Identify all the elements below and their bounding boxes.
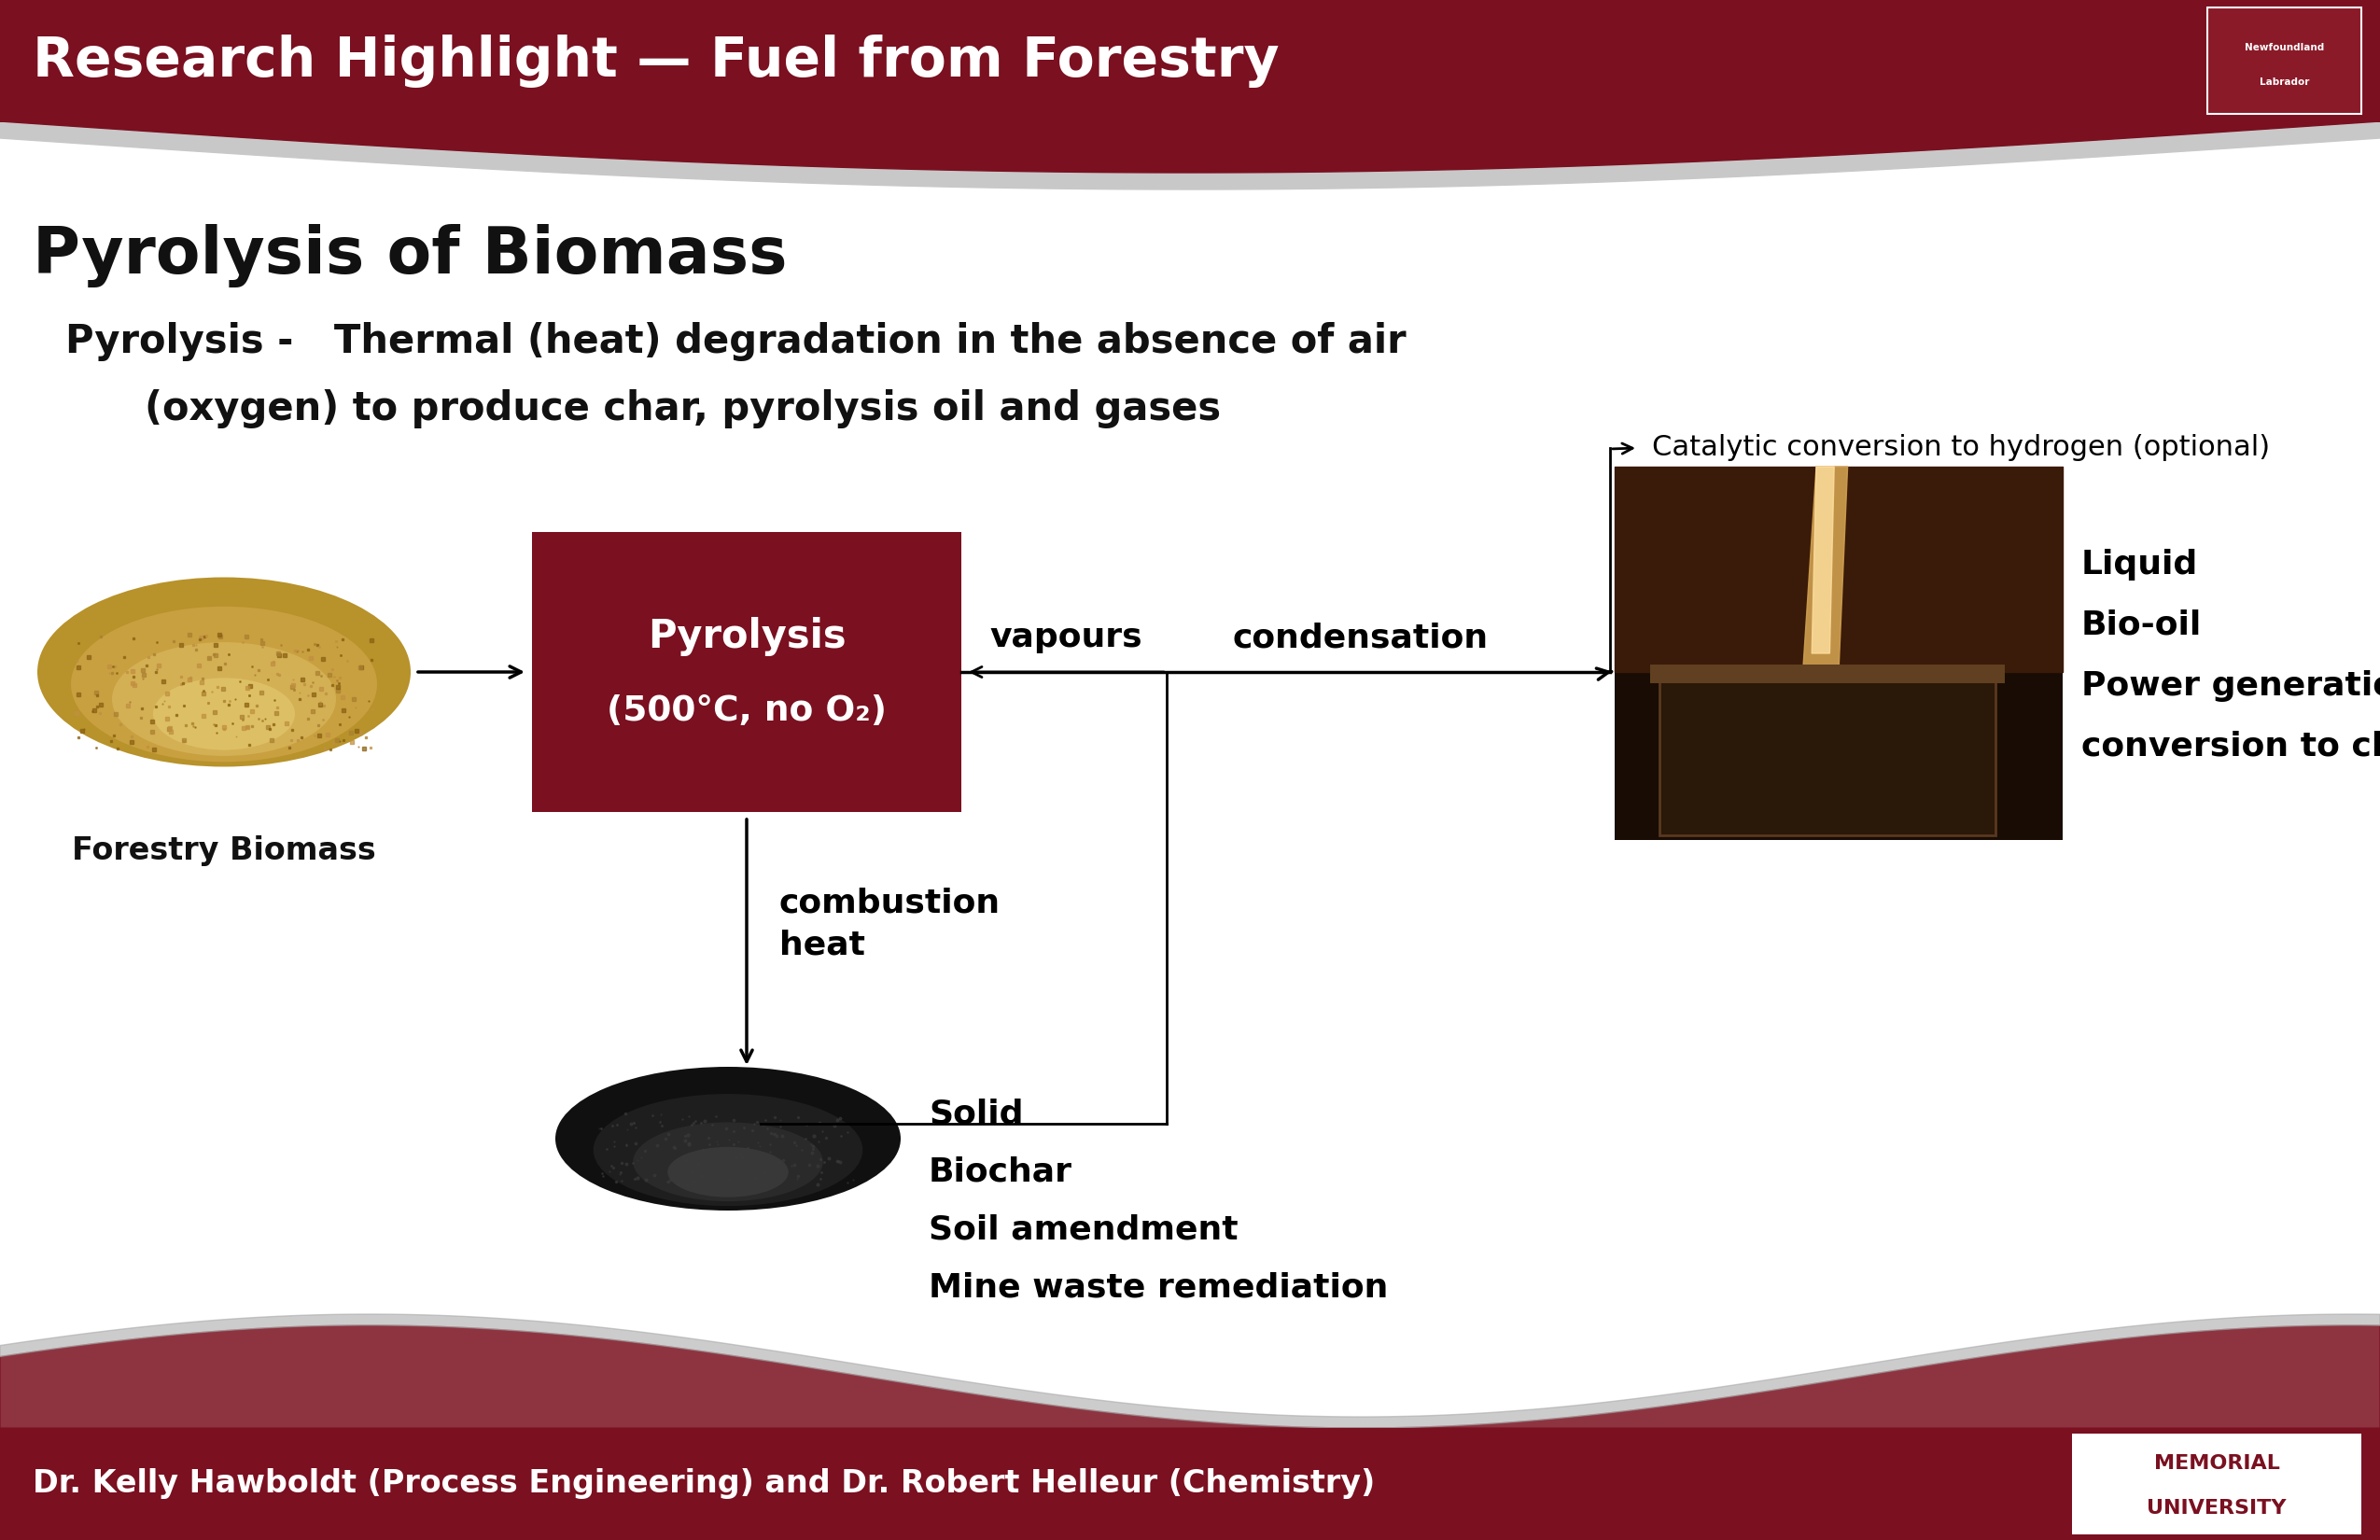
- Text: Catalytic conversion to hydrogen (optional): Catalytic conversion to hydrogen (option…: [1652, 434, 2271, 462]
- Text: Forestry Biomass: Forestry Biomass: [71, 835, 376, 865]
- Ellipse shape: [152, 678, 295, 750]
- FancyBboxPatch shape: [533, 531, 962, 812]
- FancyBboxPatch shape: [2073, 1434, 2361, 1534]
- Text: condensation: condensation: [1233, 622, 1488, 653]
- Polygon shape: [1802, 467, 1847, 671]
- Text: Labrador: Labrador: [2259, 77, 2309, 86]
- Text: UNIVERSITY: UNIVERSITY: [2147, 1500, 2287, 1518]
- Ellipse shape: [633, 1123, 823, 1201]
- Ellipse shape: [666, 1147, 788, 1197]
- Text: (oxygen) to produce char, pyrolysis oil and gases: (oxygen) to produce char, pyrolysis oil …: [145, 390, 1221, 428]
- Text: Bio-oil: Bio-oil: [2082, 610, 2202, 641]
- Ellipse shape: [555, 1067, 900, 1210]
- Ellipse shape: [71, 607, 376, 762]
- Text: Dr. Kelly Hawboldt (Process Engineering) and Dr. Robert Helleur (Chemistry): Dr. Kelly Hawboldt (Process Engineering)…: [33, 1469, 1376, 1500]
- Text: Research Highlight — Fuel from Forestry: Research Highlight — Fuel from Forestry: [33, 34, 1278, 88]
- Text: Pyrolysis: Pyrolysis: [647, 618, 845, 656]
- Ellipse shape: [593, 1093, 862, 1206]
- Text: Power generation or: Power generation or: [2082, 670, 2380, 702]
- Text: Pyrolysis -   Thermal (heat) degradation in the absence of air: Pyrolysis - Thermal (heat) degradation i…: [64, 322, 1407, 362]
- Ellipse shape: [112, 642, 336, 756]
- Text: Mine waste remediation: Mine waste remediation: [928, 1270, 1388, 1303]
- Text: combustion
heat: combustion heat: [778, 887, 1000, 961]
- FancyBboxPatch shape: [2206, 8, 2361, 114]
- Text: vapours: vapours: [990, 622, 1142, 653]
- Text: conversion to chemicals: conversion to chemicals: [2082, 732, 2380, 762]
- Polygon shape: [1811, 467, 1835, 653]
- Text: Biochar: Biochar: [928, 1155, 1073, 1187]
- Text: Solid: Solid: [928, 1098, 1023, 1129]
- Text: (500°C, no O₂): (500°C, no O₂): [607, 695, 888, 728]
- Text: Pyrolysis of Biomass: Pyrolysis of Biomass: [33, 223, 788, 288]
- FancyBboxPatch shape: [1614, 467, 2063, 839]
- FancyBboxPatch shape: [1649, 665, 2004, 684]
- Text: Liquid: Liquid: [2082, 548, 2199, 581]
- Bar: [0, 0, 2380, 122]
- Text: Soil amendment: Soil amendment: [928, 1214, 1238, 1244]
- FancyBboxPatch shape: [1659, 679, 1994, 835]
- Ellipse shape: [38, 578, 412, 767]
- Text: MEMORIAL: MEMORIAL: [2154, 1454, 2280, 1474]
- Bar: [0, 1428, 2380, 1540]
- Text: Newfoundland: Newfoundland: [2244, 43, 2325, 52]
